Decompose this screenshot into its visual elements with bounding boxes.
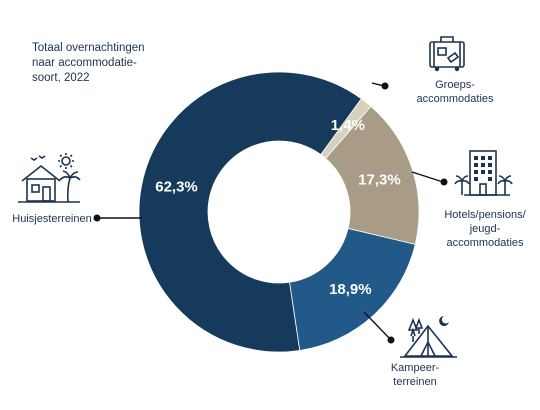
category-label-line: accommodaties	[446, 237, 524, 249]
suitcase-icon	[429, 36, 465, 72]
hotel-building-icon	[454, 150, 513, 196]
callout-line-kampeerterreinen	[363, 311, 392, 341]
slices-group	[138, 71, 420, 353]
value-label-hotels-pensions-jeugdaccommodaties: 17,3%	[358, 171, 401, 188]
value-label-groepsaccommodaties: 1,4%	[331, 117, 365, 134]
category-label-hotels: Hotels/pensions/ jeugd- accommodaties	[430, 208, 540, 250]
category-label-line: Groeps-	[435, 79, 475, 91]
holiday-house-icon	[18, 153, 81, 203]
category-label-line: accommodaties	[416, 93, 494, 105]
callout-dot-huisjesterreinen	[93, 214, 101, 222]
chart-title: Totaal overnachtingen naar accommodatie-…	[32, 41, 182, 86]
slice-huisjesterreinen	[138, 71, 362, 353]
callout-dot-groepsaccommodaties	[381, 82, 389, 90]
category-label-groepsaccommodaties: Groeps- accommodaties	[395, 78, 515, 106]
chart-title-line: soort, 2022	[32, 72, 90, 84]
category-label-line: jeugd-	[469, 223, 501, 235]
category-label-line: Hotels/pensions/	[444, 209, 526, 221]
category-label-kampeerterreinen: Kampeer- terreinen	[375, 361, 455, 389]
callout-dot-hotels	[440, 178, 448, 186]
category-label-huisjesterreinen: Huisjesterreinen	[2, 212, 102, 226]
value-labels-group: 1,4% 17,3% 18,9% 62,3%	[155, 117, 400, 298]
callout-line-hotels	[411, 171, 444, 183]
tent-icon	[400, 316, 457, 358]
category-label-line: Kampeer-	[390, 362, 440, 374]
callout-dot-kampeerterreinen	[387, 336, 395, 344]
category-label-line: Huisjesterreinen	[12, 213, 92, 225]
chart-title-line: naar accommodatie-	[32, 57, 137, 69]
category-label-line: terreinen	[393, 376, 437, 388]
chart-title-line: Totaal overnachtingen	[32, 42, 145, 54]
value-label-huisjesterreinen: 62,3%	[155, 178, 198, 195]
value-label-kampeerterreinen: 18,9%	[329, 281, 372, 298]
